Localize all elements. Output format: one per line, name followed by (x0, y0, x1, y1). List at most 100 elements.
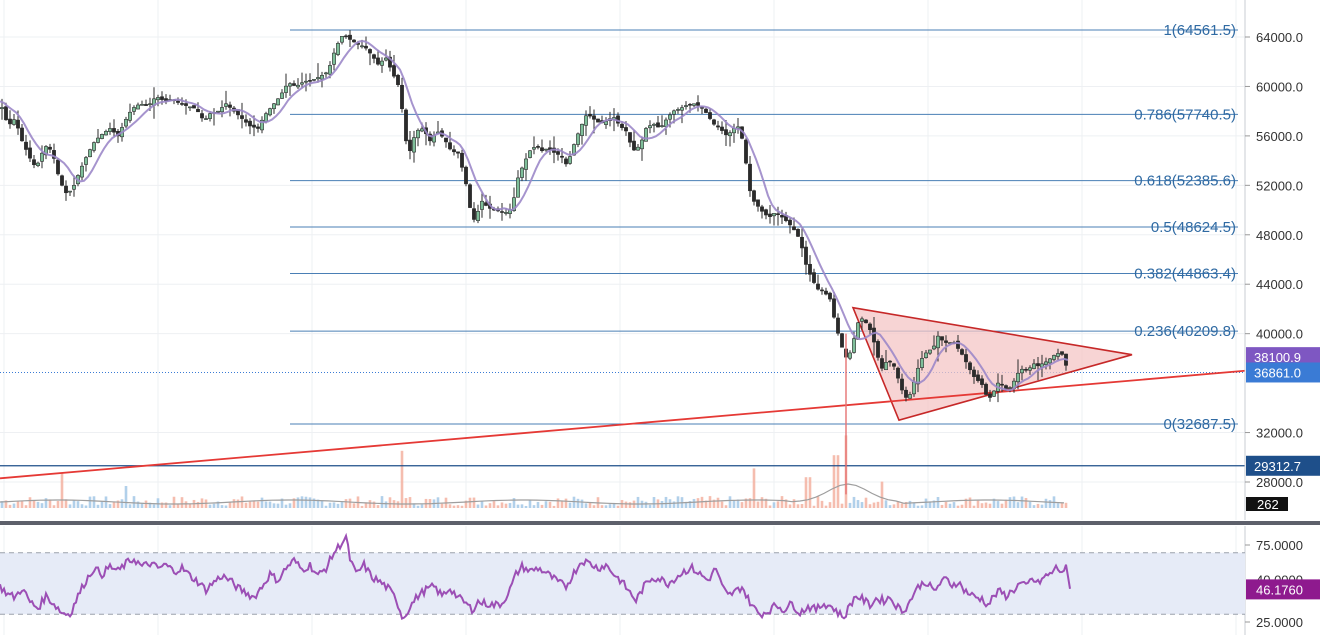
candle-body (696, 102, 700, 106)
volume-bar (188, 503, 192, 508)
candle-body (320, 75, 324, 80)
volume-bar (1016, 502, 1020, 508)
volume-bar (708, 496, 712, 508)
volume-bar (1064, 502, 1068, 508)
axis-tick-label: 44000.0 (1256, 277, 1303, 292)
volume-bar (340, 502, 344, 508)
candle-body (160, 96, 164, 100)
volume-bar (368, 500, 372, 508)
volume-bar (360, 505, 364, 508)
candle-body (888, 360, 892, 363)
candle-body (228, 104, 232, 108)
volume-bar (232, 499, 236, 508)
candle-body (240, 115, 244, 119)
volume-bar (308, 497, 312, 508)
volume-bar (900, 503, 904, 508)
volume-bar (260, 497, 264, 508)
volume-bar (756, 501, 760, 508)
candle-body (96, 137, 100, 143)
volume-bar (572, 496, 576, 508)
volume-bar (808, 477, 812, 508)
candle-body (140, 104, 144, 106)
candle-body (532, 147, 536, 150)
volume-bar (96, 504, 100, 508)
volume-bar (812, 505, 816, 508)
candle-body (292, 83, 296, 86)
candle-body (528, 150, 532, 158)
volume-bar (0, 501, 4, 508)
volume-bar (296, 497, 300, 508)
candle-body (128, 111, 132, 121)
candle-body (376, 57, 380, 65)
candle-body (1000, 383, 1004, 386)
volume-bar (272, 503, 276, 508)
candle-body (1036, 363, 1040, 367)
candle-body (780, 215, 784, 218)
candle-body (64, 185, 68, 194)
volume-bar (564, 498, 568, 508)
volume-bar (552, 505, 556, 508)
price-tag (1246, 455, 1320, 476)
pane-separator[interactable] (0, 521, 1320, 525)
candle-body (484, 202, 488, 206)
trend-line[interactable] (0, 369, 1246, 480)
volume-bar (212, 503, 216, 508)
volume-ma-line (0, 483, 1065, 505)
volume-bar (912, 502, 916, 508)
volume-bar (156, 498, 160, 508)
candle-body (936, 335, 940, 349)
candle-body (1048, 358, 1052, 364)
volume-bar (908, 500, 912, 508)
volume-bar (312, 498, 316, 508)
volume-bar (344, 499, 348, 508)
candle-body (768, 213, 772, 217)
volume-bar (436, 497, 440, 508)
volume-bar (560, 501, 564, 508)
axis-tick-label: 56000.0 (1256, 129, 1303, 144)
candle-body (88, 149, 92, 158)
volume-bar (904, 501, 908, 508)
candle-body (300, 82, 304, 85)
volume-tag (1246, 497, 1288, 511)
candle-body (788, 219, 792, 226)
candle-body (896, 367, 900, 379)
volume-bar (404, 498, 408, 508)
candle-body (4, 106, 8, 121)
volume-bar (652, 497, 656, 508)
candle-body (724, 129, 728, 136)
volume-bar (8, 504, 12, 508)
volume-bar (468, 497, 472, 508)
candle-body (188, 106, 192, 109)
volume-bar (576, 498, 580, 508)
volume-bar (540, 504, 544, 508)
price-axis[interactable]: 64000.0 60000.0 56000.0 52000.0 48000.0 44000… (1244, 0, 1303, 635)
volume-bar (856, 500, 860, 508)
volume-bar (412, 503, 416, 508)
candle-body (1052, 355, 1056, 360)
volume-bar (480, 501, 484, 508)
candle-body (308, 80, 312, 82)
volume-bar (1048, 500, 1052, 508)
volume-bar (892, 504, 896, 508)
candle-body (668, 114, 672, 120)
candle-body (512, 197, 516, 212)
candle-body (624, 127, 628, 132)
candle-body (800, 236, 804, 249)
volume-bar (796, 504, 800, 508)
volume-bar (700, 496, 704, 508)
price-tag (1246, 347, 1320, 368)
volume-bar (148, 502, 152, 508)
candle-body (572, 144, 576, 156)
volume-bar (728, 496, 732, 508)
candle-body (100, 134, 104, 139)
candle-body (16, 119, 20, 129)
candle-body (760, 206, 764, 212)
candle-body (1008, 387, 1012, 389)
candle-body (892, 363, 896, 367)
volume-bar (416, 505, 420, 508)
volume-bar (592, 505, 596, 508)
volume-bar (664, 496, 668, 508)
volume-bar (240, 496, 244, 508)
